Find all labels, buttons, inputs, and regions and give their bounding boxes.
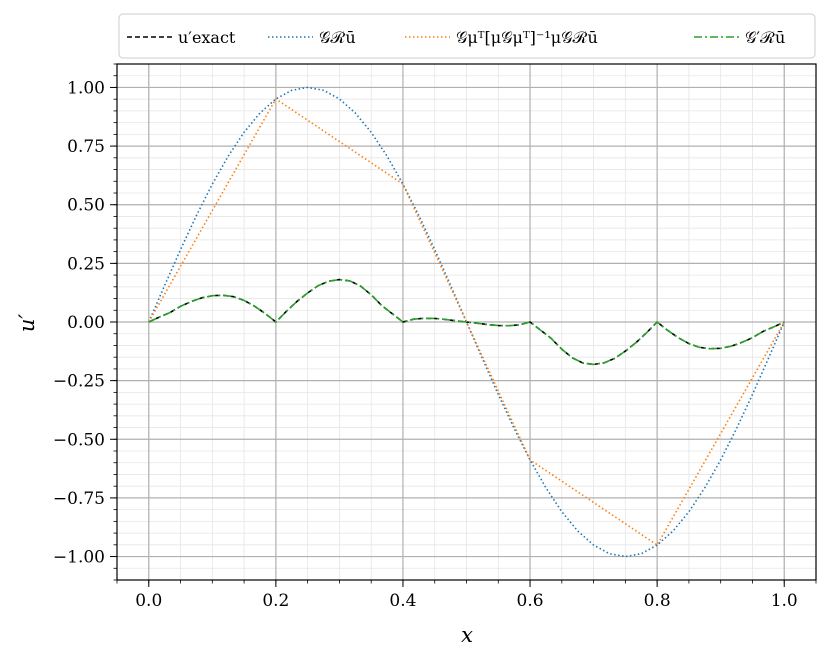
legend-label-Gprime: 𝒢′ℛū [745,28,785,47]
x-axis-label: x [461,623,473,647]
series-Gprime-line [148,278,785,366]
x-tick-label: 0.4 [389,591,416,611]
y-tick-label: 0.75 [67,137,105,157]
y-tick-label: −0.25 [53,372,105,392]
legend-box [118,13,816,59]
y-axis-label: u′ [15,314,39,333]
series-layer [148,86,785,558]
y-tick-label: 1.00 [67,78,105,98]
y-tick-label: −0.75 [53,489,105,509]
y-tick-label: −0.50 [53,430,105,450]
x-tick-label: 1.0 [771,591,798,611]
x-tick-label: 0.6 [517,591,544,611]
legend-label-GRu: 𝒢ℛū [319,28,356,47]
y-tick-label: 0.00 [67,313,105,333]
y-tick-label: 0.50 [67,196,105,216]
x-tick-label: 0.2 [262,591,289,611]
y-tick-label: 0.25 [67,254,105,274]
series-GRu-line [148,86,785,558]
legend-label-projected: 𝒢μᵀ[μ𝒢μᵀ]⁻¹μ𝒢ℛū [456,28,598,47]
x-tick-label: 0.0 [135,591,162,611]
x-tick-label: 0.8 [644,591,671,611]
series-projected-line [148,98,785,546]
y-tick-label: −1.00 [53,548,105,568]
tick-labels: 0.0 0.2 0.4 0.6 0.8 1.0 1.00 0.75 0.50 0.25 0.00 −0… [53,78,798,611]
legend-label-exact: u′exact [178,28,236,47]
legend: u′exact 𝒢ℛū 𝒢μᵀ[μ𝒢μᵀ]⁻¹μ𝒢ℛū 𝒢′ℛū [118,13,816,59]
axis-ticks [110,63,817,587]
